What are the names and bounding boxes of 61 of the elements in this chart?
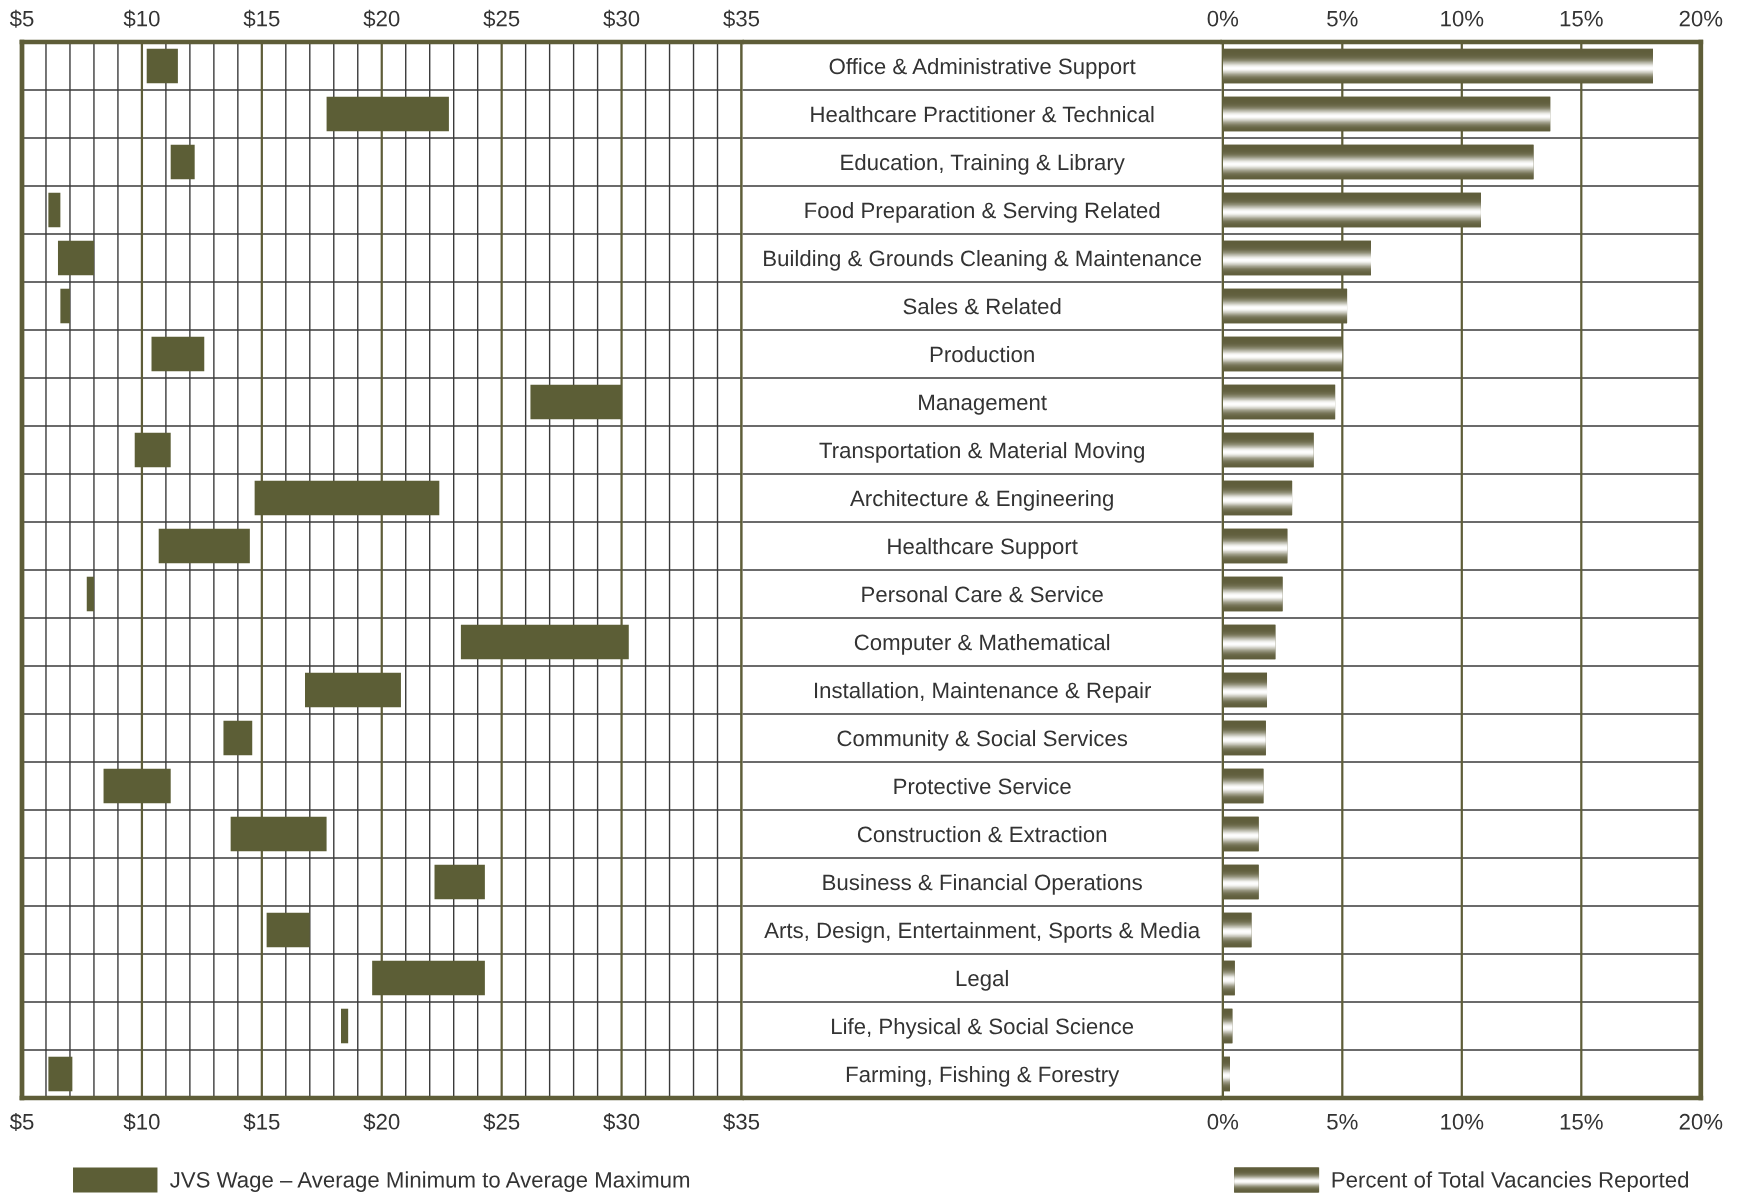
x2-tick-label: $10 — [123, 9, 160, 28]
x-tick-label: $30 — [603, 1112, 640, 1131]
x-tick-label: $20 — [363, 1112, 400, 1131]
x-tick-label: $35 — [723, 1112, 760, 1131]
y-tick-label: Business & Financial Operations — [823, 873, 1142, 895]
y-tick-label: Food Preparation & Serving Related — [805, 201, 1160, 223]
x-tick-label: $10 — [123, 1112, 160, 1131]
y-tick-label: Farming, Fishing & Forestry — [846, 1065, 1120, 1087]
x2-tick-label: $15 — [243, 9, 280, 28]
x-tick-label: 20% — [1679, 1113, 1723, 1130]
y-tick-label: Education, Training & Library — [841, 153, 1125, 175]
bar — [158, 528, 250, 564]
bar — [146, 48, 178, 84]
y-tick-label: Healthcare Practitioner & Technical — [811, 105, 1154, 123]
y-tick-label: Healthcare Support — [888, 537, 1078, 559]
legend-label: Percent of Total Vacancies Reported — [1332, 1171, 1689, 1193]
y-tick-label: Personal Care & Service — [862, 585, 1103, 603]
bar — [151, 336, 205, 372]
bar — [223, 720, 253, 756]
legend-label: JVS Wage – Average Minimum to Average Maximum — [170, 1171, 690, 1193]
x2-tick-label: 10% — [1441, 10, 1484, 27]
x-tick-label: 0% — [1207, 1113, 1239, 1130]
y-tick-label: Architecture & Engineering — [850, 489, 1113, 511]
bar — [170, 144, 195, 180]
y-tick-label: Sales & Related — [903, 297, 1061, 315]
x-tick-label: $15 — [243, 1112, 280, 1131]
x2-tick-label: 15% — [1560, 10, 1603, 27]
bar — [266, 912, 310, 948]
bar — [86, 576, 94, 612]
y-tick-label: Protective Service — [894, 777, 1071, 795]
bar — [48, 1056, 73, 1092]
y-tick-label: Construction & Extraction — [857, 825, 1107, 843]
y-tick-label: Legal — [956, 969, 1008, 991]
bar — [48, 192, 61, 228]
bar — [340, 1008, 349, 1044]
y-tick-label: Transportation & Material Moving — [819, 441, 1144, 463]
x2-tick-label: $25 — [483, 9, 520, 28]
x-tick-label: 5% — [1327, 1113, 1358, 1130]
y-tick-label: Computer & Mathematical — [854, 633, 1110, 655]
x-tick-label: $25 — [483, 1112, 520, 1131]
bar — [60, 288, 70, 324]
x-tick-label: 15% — [1560, 1113, 1603, 1130]
x2-tick-label: 0% — [1207, 10, 1239, 27]
x2-tick-label: 20% — [1679, 10, 1723, 27]
bar — [57, 240, 94, 276]
x2-tick-label: 5% — [1327, 10, 1358, 27]
y-tick-label: Production — [930, 345, 1034, 363]
x2-tick-label: $20 — [363, 9, 400, 28]
x2-tick-label: $30 — [603, 9, 640, 28]
x2-tick-label: $5 — [9, 9, 34, 28]
x-tick-label: 10% — [1441, 1113, 1484, 1130]
y-tick-label: Life, Physical & Social Science — [832, 1017, 1134, 1039]
bar — [434, 864, 485, 900]
y-tick-label: Arts, Design, Entertainment, Sports & Media — [764, 921, 1201, 943]
x2-tick-label: $35 — [723, 9, 760, 28]
y-tick-label: Management — [919, 394, 1047, 415]
y-tick-label: Building & Grounds Cleaning & Maintenance — [764, 249, 1202, 271]
y-tick-label: Office & Administrative Support — [829, 57, 1136, 79]
x-tick-label: $5 — [9, 1112, 34, 1131]
y-tick-label: Community & Social Services — [837, 729, 1128, 751]
y-tick-label: Installation, Maintenance & Repair — [814, 681, 1152, 703]
